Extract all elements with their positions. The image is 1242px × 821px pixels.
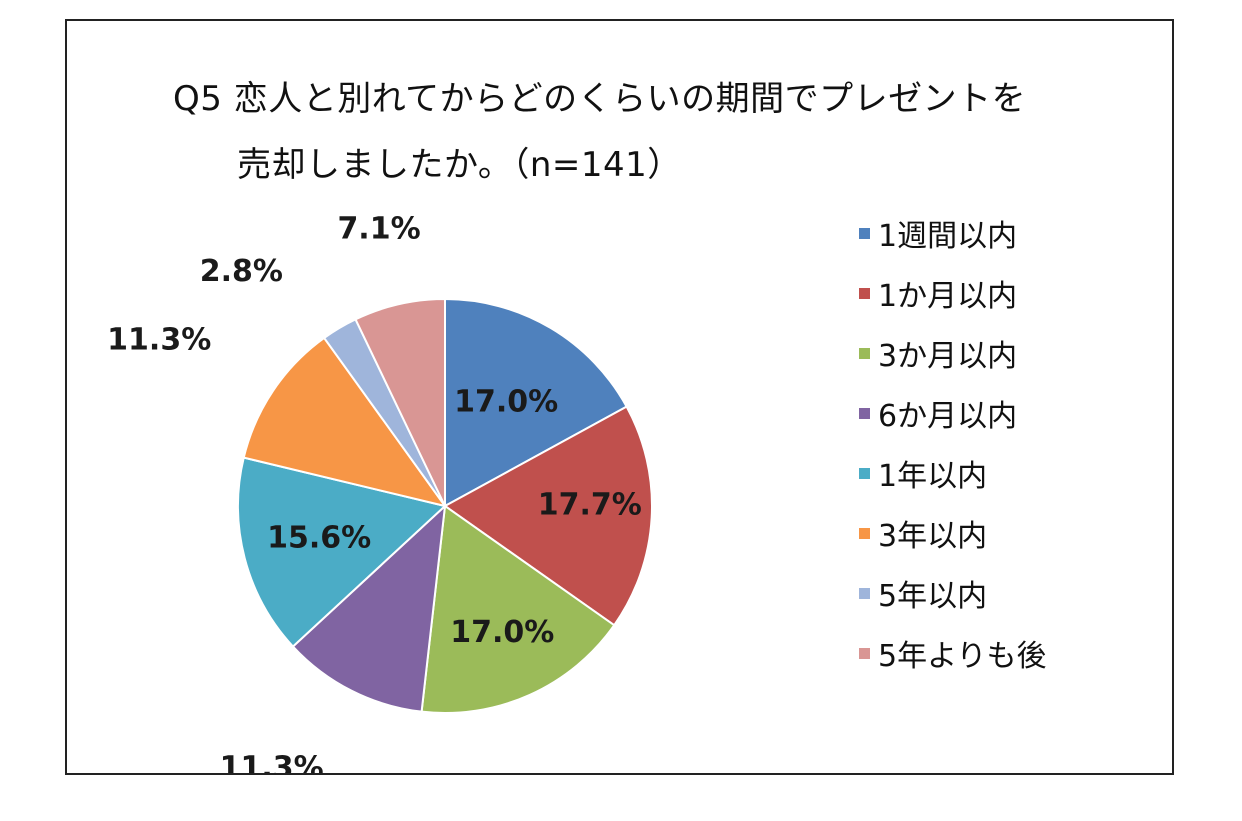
- legend-swatch: [859, 347, 870, 359]
- slice-data-label: 17.0%: [454, 384, 558, 419]
- legend-label: 5年以内: [878, 579, 988, 614]
- chart-title-line-1: Q5 恋人と別れてからどのくらいの期間でプレゼントを: [173, 79, 1027, 119]
- legend-item: 3か月以内: [859, 323, 1047, 383]
- chart-frame: Q5 恋人と別れてからどのくらいの期間でプレゼントを 売却しましたか。（n=14…: [65, 19, 1174, 775]
- pie-chart: 17.0% 17.7% 17.0% 11.3% 15.6% 11.3% 2.8% 7.1%: [107, 211, 654, 773]
- pie-slice: [354, 297, 446, 507]
- legend-item: 5年以内: [859, 563, 1047, 623]
- slice-data-label: 17.7%: [538, 488, 642, 523]
- chart-title-line-2: 売却しましたか。（n=141）: [237, 145, 682, 185]
- legend-label: 1か月以内: [878, 279, 1018, 314]
- legend-label: 3年以内: [878, 519, 988, 554]
- legend-swatch: [859, 407, 870, 419]
- slice-data-label: 2.8%: [200, 254, 283, 289]
- slice-data-label: 7.1%: [337, 211, 420, 246]
- pie-slice: [291, 503, 447, 713]
- legend-item: 5年よりも後: [859, 623, 1047, 683]
- pie-slice: [242, 336, 448, 508]
- pie-slice: [237, 456, 448, 648]
- slice-data-label: 15.6%: [267, 520, 371, 555]
- legend-item: 1年以内: [859, 443, 1047, 503]
- legend-item: 1か月以内: [859, 263, 1047, 323]
- slice-data-label: 11.3%: [107, 322, 211, 357]
- legend-label: 1年以内: [878, 459, 988, 494]
- legend-label: 3か月以内: [878, 339, 1018, 374]
- slice-data-label: 17.0%: [450, 615, 554, 650]
- legend-swatch: [859, 467, 870, 479]
- legend-swatch: [859, 647, 870, 659]
- legend-label: 6か月以内: [878, 399, 1018, 434]
- legend-swatch: [859, 527, 870, 539]
- legend-item: 3年以内: [859, 503, 1047, 563]
- legend-swatch: [859, 227, 870, 239]
- pie-slice: [443, 405, 654, 627]
- legend-item: 6か月以内: [859, 383, 1047, 443]
- legend-item: 1週間以内: [859, 203, 1047, 263]
- pie-slice: [444, 297, 628, 508]
- legend-swatch: [859, 287, 870, 299]
- pie-slice: [420, 504, 616, 714]
- legend: 1週間以内 1か月以内 3か月以内 6か月以内 1年以内 3年以内 5年以内 5…: [859, 203, 1047, 683]
- legend-label: 5年よりも後: [878, 639, 1047, 674]
- slice-data-label: 11.3%: [220, 751, 324, 773]
- legend-swatch: [859, 587, 870, 599]
- legend-label: 1週間以内: [878, 219, 1018, 254]
